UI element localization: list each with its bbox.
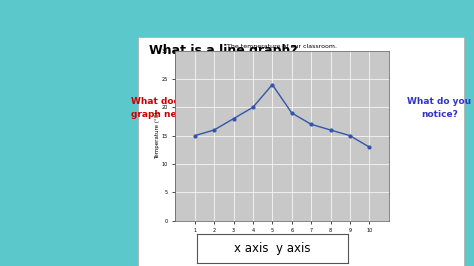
Title: The temperature of our classroom.: The temperature of our classroom. <box>227 44 337 49</box>
Text: x axis  y axis: x axis y axis <box>234 242 311 255</box>
X-axis label: Time (hours): Time (hours) <box>264 235 300 240</box>
FancyBboxPatch shape <box>138 37 464 266</box>
Text: What does the
graph need?: What does the graph need? <box>131 97 206 119</box>
Text: What do you
notice?: What do you notice? <box>407 97 472 119</box>
Text: What is a line graph?: What is a line graph? <box>149 44 298 57</box>
Y-axis label: Temperature (°C): Temperature (°C) <box>155 112 160 159</box>
